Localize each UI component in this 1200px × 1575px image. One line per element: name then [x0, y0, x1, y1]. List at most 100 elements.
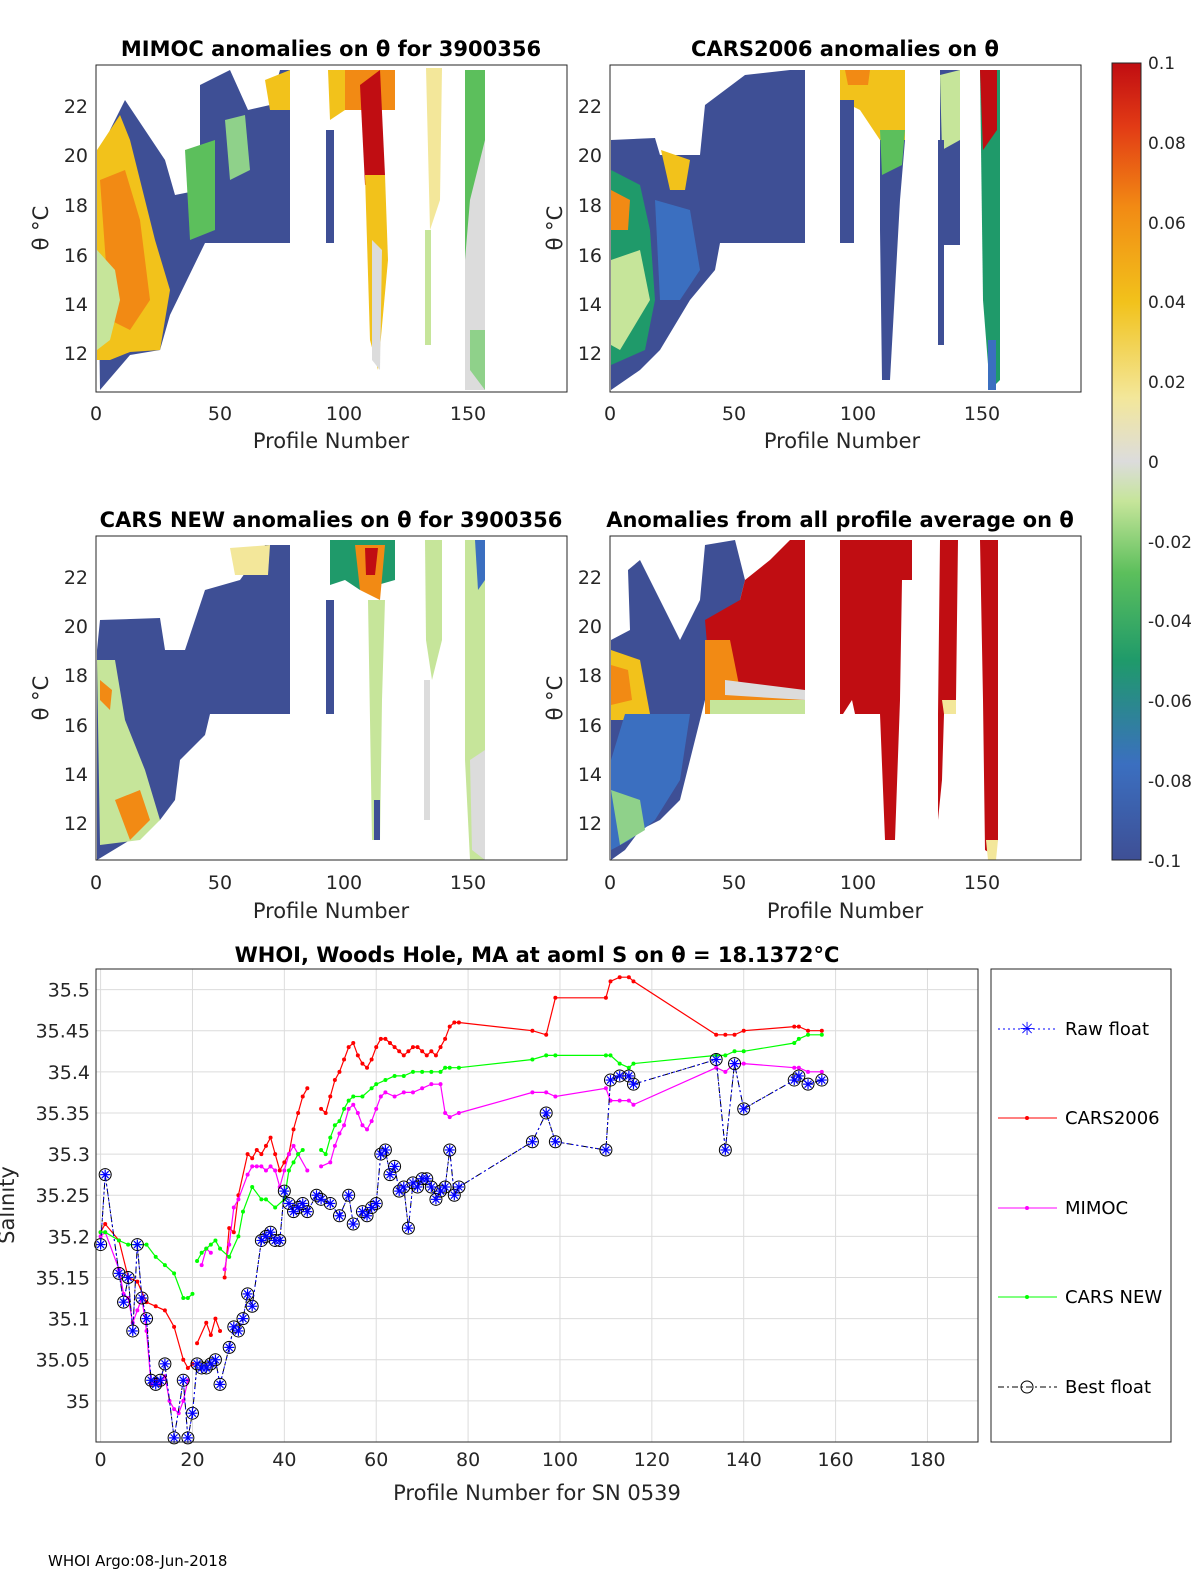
data-point	[617, 1098, 622, 1103]
data-point	[723, 1069, 728, 1074]
data-point	[530, 1028, 535, 1033]
colorbar-gradient	[1111, 62, 1142, 861]
data-point	[116, 1238, 121, 1243]
data-point	[153, 1254, 158, 1259]
data-point	[141, 1313, 152, 1324]
colorbar-tick: 0.02	[1148, 373, 1186, 393]
data-point	[447, 1065, 452, 1070]
data-point	[429, 1049, 434, 1054]
data-point	[135, 1279, 140, 1284]
data-point	[201, 1362, 212, 1373]
data-point	[401, 1090, 406, 1095]
data-point	[392, 1073, 397, 1078]
data-point	[300, 1205, 314, 1219]
data-point	[222, 1275, 227, 1280]
data-point	[135, 1308, 140, 1313]
data-point	[263, 1197, 268, 1202]
data-point	[429, 1082, 434, 1087]
data-point	[346, 1106, 351, 1111]
data-point	[159, 1358, 170, 1369]
data-point	[259, 1229, 273, 1243]
data-point	[103, 1230, 108, 1235]
ytick: 12	[64, 343, 88, 365]
data-point	[176, 1411, 181, 1416]
data-point	[328, 1160, 333, 1165]
data-point	[215, 1379, 226, 1390]
data-point	[541, 1107, 552, 1118]
y-tick-label: 35.3	[48, 1144, 90, 1166]
data-point	[443, 1110, 448, 1115]
data-point	[190, 1357, 204, 1371]
data-point	[631, 979, 636, 984]
data-point	[806, 1032, 811, 1037]
data-point	[553, 1094, 558, 1099]
data-point	[259, 1152, 264, 1157]
data-point	[362, 1210, 373, 1221]
colorbar-tick: -0.02	[1148, 533, 1192, 553]
data-point	[172, 1407, 177, 1412]
field-mimoc	[97, 68, 485, 390]
ytick: 22	[64, 96, 88, 118]
data-point	[136, 1293, 147, 1304]
x-tick-label: 60	[364, 1449, 388, 1471]
colorbar-ticks: 0.1 0.08 0.06 0.04 0.02 0 -0.02 -0.04 -0…	[1148, 54, 1192, 872]
data-point	[447, 1115, 452, 1120]
data-point	[287, 1205, 301, 1219]
data-point	[378, 1036, 383, 1041]
data-point	[360, 1209, 374, 1223]
data-point	[210, 1354, 221, 1365]
panel-cars2006: CARS2006 anomalies on θ 0 50 100	[543, 37, 1082, 453]
y-axis-label: Salinity	[0, 1166, 19, 1244]
data-point	[213, 1316, 218, 1321]
data-point	[259, 1164, 264, 1169]
data-point	[208, 1333, 213, 1338]
data-point	[273, 1205, 278, 1210]
data-point	[342, 1188, 356, 1202]
data-point	[617, 1061, 622, 1066]
xtick: 100	[840, 403, 876, 425]
data-point	[316, 1194, 327, 1205]
data-point	[378, 1143, 392, 1157]
data-point	[544, 1053, 549, 1058]
data-point	[256, 1235, 267, 1246]
data-point	[392, 1184, 406, 1198]
data-point	[337, 1119, 342, 1124]
field-all-average	[611, 540, 998, 860]
data-point	[410, 1069, 415, 1074]
data-point	[410, 1045, 415, 1050]
field-cars2006	[611, 70, 1000, 390]
xtick: 100	[326, 872, 362, 894]
xlabel-all-average: Profile Number	[767, 899, 924, 923]
data-point	[819, 1032, 824, 1037]
data-point	[227, 1320, 241, 1334]
xtick: 50	[208, 872, 232, 894]
data-point	[623, 1070, 634, 1081]
data-point	[305, 1168, 310, 1173]
xticks-mimoc: 0 50 100 150	[90, 403, 486, 425]
data-point	[247, 1301, 258, 1312]
data-point	[236, 1197, 241, 1202]
data-point	[374, 1106, 379, 1111]
data-point	[389, 1161, 400, 1172]
data-point	[310, 1188, 323, 1202]
ytick: 12	[64, 813, 88, 835]
legend-label: MIMOC	[1065, 1198, 1128, 1219]
yticks-mimoc: 12 14 16 18 20 22	[64, 96, 88, 365]
data-point	[796, 1036, 801, 1041]
data-point	[369, 1196, 383, 1210]
legend: ✳ Raw float CARS2006 MIMOC CARS NEW	[990, 968, 1172, 1443]
legend-item-cars-new: CARS NEW	[998, 1287, 1162, 1308]
x-tick-label: 180	[909, 1449, 945, 1471]
data-point	[351, 1041, 356, 1046]
data-point	[135, 1291, 149, 1305]
xlabel-cars2006: Profile Number	[764, 429, 921, 453]
data-point	[374, 1045, 379, 1050]
data-point	[815, 1073, 829, 1087]
data-point	[723, 1032, 728, 1037]
chart-title: WHOI, Woods Hole, MA at aoml S on θ = 18…	[235, 943, 840, 967]
data-point	[709, 1052, 723, 1066]
x-tick-label: 120	[634, 1449, 670, 1471]
data-point	[172, 1271, 177, 1276]
colorbar-tick: -0.06	[1148, 692, 1192, 712]
ytick: 16	[578, 245, 602, 267]
